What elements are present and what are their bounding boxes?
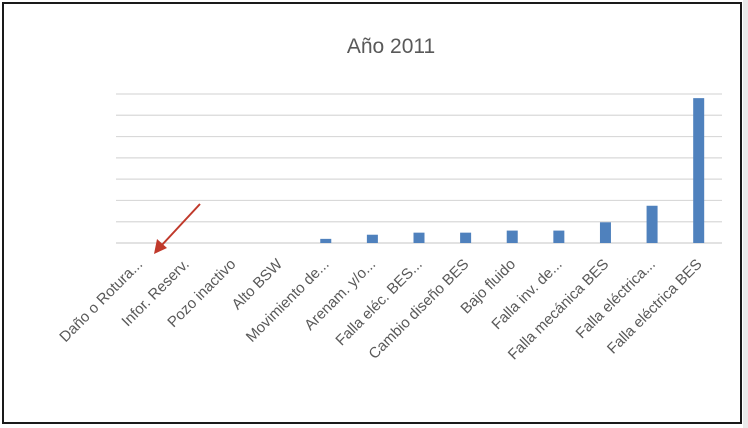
x-tick-labels: Daño o Rotura...Infor. Reserv.Pozo inact… xyxy=(56,255,705,363)
chart-frame xyxy=(2,2,742,424)
bar xyxy=(646,205,658,243)
x-tick-label: Movimiento de... xyxy=(243,256,333,346)
annotation-arrow xyxy=(154,203,201,254)
arrow-shaft xyxy=(160,203,201,247)
chart-title: Año 2011 xyxy=(347,35,435,58)
bar xyxy=(366,234,378,243)
bar xyxy=(460,232,472,243)
x-tick-label: Falla eléc. BES... xyxy=(332,256,425,349)
x-tick-label: Daño o Rotura... xyxy=(56,256,146,346)
bar xyxy=(693,98,705,243)
bar xyxy=(599,222,611,243)
bar xyxy=(320,238,332,243)
window-edge xyxy=(743,0,748,428)
arrow-head xyxy=(154,239,167,254)
gridlines xyxy=(116,93,722,244)
bar xyxy=(413,232,425,243)
bar xyxy=(553,230,565,243)
bars xyxy=(320,98,705,243)
bar xyxy=(506,230,518,243)
x-tick-label: Falla eléctrica... xyxy=(573,256,659,342)
